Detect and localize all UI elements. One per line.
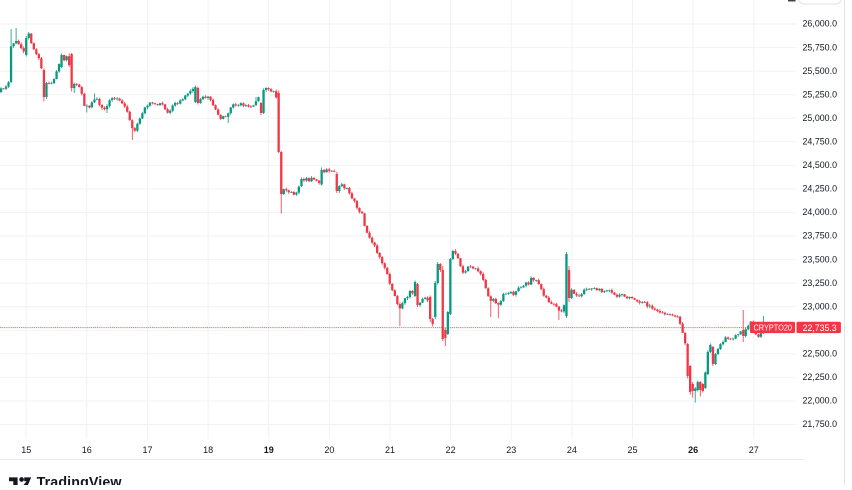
svg-text:25,500.0: 25,500.0 [803,66,838,76]
svg-text:24,500.0: 24,500.0 [803,160,838,170]
svg-text:23: 23 [506,445,516,455]
svg-text:22,735.3: 22,735.3 [803,323,837,333]
svg-text:25: 25 [627,445,637,455]
svg-text:23,000.0: 23,000.0 [803,301,838,311]
svg-text:CRYPTO20: CRYPTO20 [754,324,793,333]
svg-text:24: 24 [567,445,577,455]
svg-text:24,250.0: 24,250.0 [803,184,838,194]
svg-text:26,000.0: 26,000.0 [803,19,838,29]
svg-text:25,250.0: 25,250.0 [803,89,838,99]
svg-text:19: 19 [264,445,274,455]
svg-text:23,250.0: 23,250.0 [803,278,838,288]
svg-text:18: 18 [203,445,213,455]
svg-text:23,750.0: 23,750.0 [803,231,838,241]
svg-text:22,500.0: 22,500.0 [803,349,838,359]
svg-text:24,000.0: 24,000.0 [803,207,838,217]
svg-text:23,500.0: 23,500.0 [803,254,838,264]
svg-text:21: 21 [385,445,395,455]
svg-text:15: 15 [21,445,31,455]
svg-text:24,750.0: 24,750.0 [803,137,838,147]
svg-text:TradingView: TradingView [37,475,123,485]
svg-text:22,250.0: 22,250.0 [803,372,838,382]
svg-text:26: 26 [688,445,698,455]
svg-text:16: 16 [82,445,92,455]
svg-text:17: 17 [142,445,152,455]
svg-text:22: 22 [446,445,456,455]
svg-text:20: 20 [324,445,334,455]
svg-text:25,000.0: 25,000.0 [803,113,838,123]
svg-text:22,000.0: 22,000.0 [803,396,838,406]
svg-text:25,750.0: 25,750.0 [803,42,838,52]
svg-text:27: 27 [749,445,759,455]
svg-text:21,750.0: 21,750.0 [803,419,838,429]
